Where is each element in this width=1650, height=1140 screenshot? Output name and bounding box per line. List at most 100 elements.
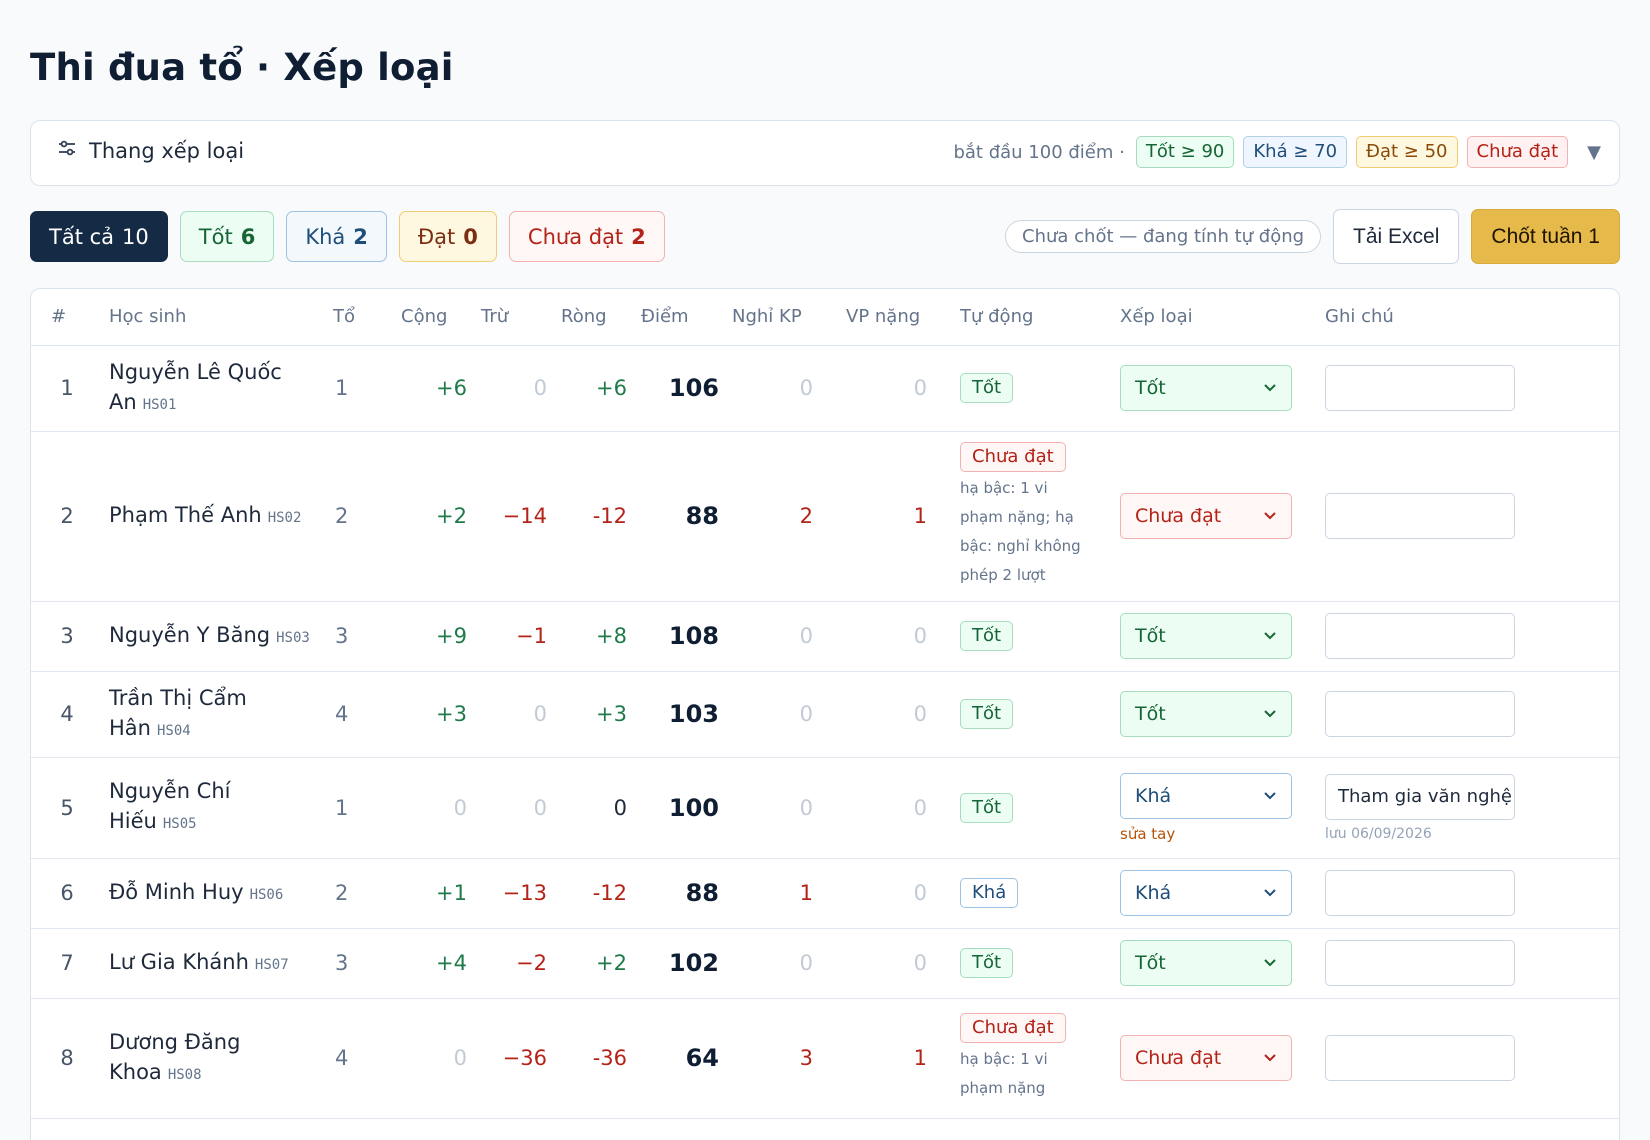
filter-all[interactable]: Tất cả 10 bbox=[30, 211, 168, 262]
grade-cell: Khá sửa tay bbox=[1107, 757, 1322, 859]
minus-cell: 0 bbox=[473, 757, 553, 859]
plus-cell: +2 bbox=[393, 431, 473, 602]
filter-label: Đạt bbox=[417, 224, 456, 249]
auto-grade-cell: Tốt bbox=[947, 671, 1107, 758]
grade-select[interactable]: Tốt bbox=[1120, 365, 1292, 411]
grade-select[interactable]: Tốt bbox=[1120, 613, 1292, 659]
grade-select[interactable]: Tốt bbox=[1120, 691, 1292, 737]
student-name: Trần Thị Cẩm Hân HS04 bbox=[109, 683, 333, 746]
table-row[interactable]: 3 Nguyễn Y Băng HS03 3 +9 −1 +8 108 0 0 Tốt Tốt bbox=[31, 601, 1619, 672]
plus-cell: 0 bbox=[393, 998, 473, 1119]
col-header-student[interactable]: Học sinh bbox=[103, 289, 333, 346]
table-row[interactable]: 8 Dương Đăng Khoa HS08 4 0 −36 -36 64 3 1 Chưa đạt h… bbox=[31, 998, 1619, 1119]
grade-select-value: Chưa đạt bbox=[1135, 505, 1222, 527]
col-header-absent[interactable]: Nghỉ KP bbox=[725, 289, 833, 346]
team-cell: 3 bbox=[333, 928, 393, 999]
net-cell: +6 bbox=[553, 345, 633, 432]
table-row[interactable]: 6 Đỗ Minh Huy HS06 2 +1 −13 -12 88 1 0 Khá Khá bbox=[31, 858, 1619, 929]
note-input[interactable] bbox=[1325, 493, 1515, 539]
table-row[interactable]: 4 Trần Thị Cẩm Hân HS04 4 +3 0 +3 103 0 0 Tốt Tốt bbox=[31, 671, 1619, 758]
filter-good[interactable]: Tốt 6 bbox=[179, 211, 275, 262]
absent-cell: 2 bbox=[725, 431, 833, 602]
note-input[interactable] bbox=[1325, 613, 1515, 659]
absent-cell: 1 bbox=[725, 858, 833, 929]
student-cell: Lư Gia Khánh HS07 bbox=[103, 928, 333, 999]
student-cell: Dương Đăng Khoa HS08 bbox=[103, 998, 333, 1119]
severe-cell: 1 bbox=[833, 998, 947, 1119]
note-input[interactable] bbox=[1325, 940, 1515, 986]
grade-select[interactable]: Chưa đạt bbox=[1120, 1035, 1292, 1081]
plus-cell: +3 bbox=[393, 671, 473, 758]
net-cell: -12 bbox=[553, 431, 633, 602]
minus-cell: −36 bbox=[473, 998, 553, 1119]
grade-select-value: Tốt bbox=[1135, 377, 1166, 399]
student-name: Nguyễn Y Băng HS03 bbox=[109, 620, 333, 653]
note-cell bbox=[1322, 601, 1619, 672]
threshold-chip-fail: Chưa đạt bbox=[1466, 136, 1569, 168]
severe-cell: 0 bbox=[833, 671, 947, 758]
severe-cell: 0 bbox=[833, 858, 947, 929]
auto-grade-badge: Tốt bbox=[960, 621, 1014, 651]
filter-label: Tất cả bbox=[49, 224, 115, 249]
auto-grade-cell: Tốt bbox=[947, 601, 1107, 672]
student-code: HS08 bbox=[167, 1066, 202, 1083]
filter-fail[interactable]: Chưa đạt 2 bbox=[508, 211, 665, 262]
grading-scale-panel[interactable]: Thang xếp loại bắt đầu 100 điểm · Tốt ≥ … bbox=[30, 120, 1620, 186]
score-cell: 108 bbox=[633, 601, 725, 672]
table-row[interactable]: 5 Nguyễn Chí Hiếu HS05 1 0 0 0 100 0 0 Tốt Khá sửa ta… bbox=[31, 757, 1619, 859]
grade-select[interactable]: Khá bbox=[1120, 870, 1292, 916]
grade-select[interactable]: Khá bbox=[1120, 772, 1292, 819]
filter-pass[interactable]: Đạt 0 bbox=[398, 211, 497, 262]
absent-cell: 0 bbox=[725, 345, 833, 432]
grade-filter-tabs: Tất cả 10 Tốt 6 Khá 2 Đạt 0 Chưa đạt 2 bbox=[30, 211, 665, 262]
row-index: 5 bbox=[31, 757, 103, 859]
student-name-line2: Khoa bbox=[109, 1059, 162, 1084]
grade-cell: Tốt bbox=[1107, 671, 1322, 758]
table-row[interactable]: 2 Phạm Thế Anh HS02 2 +2 −14 -12 88 2 1 Chưa đạt hạ… bbox=[31, 431, 1619, 602]
team-cell: 4 bbox=[333, 671, 393, 758]
minus-cell: −13 bbox=[473, 858, 553, 929]
toolbar-actions: Chưa chốt — đang tính tự động Tải Excel … bbox=[1005, 209, 1620, 264]
row-index: 3 bbox=[31, 601, 103, 672]
caret-down-icon[interactable]: ▼ bbox=[1587, 141, 1601, 163]
auto-grade-cell: Tốt bbox=[947, 928, 1107, 999]
score-cell: 103 bbox=[633, 671, 725, 758]
col-header-net[interactable]: Ròng bbox=[553, 289, 633, 346]
col-header-team[interactable]: Tổ bbox=[333, 289, 393, 346]
download-excel-button[interactable]: Tải Excel bbox=[1333, 209, 1460, 264]
auto-grade-badge: Tốt bbox=[960, 373, 1014, 403]
grade-select[interactable]: Tốt bbox=[1120, 940, 1292, 986]
table-row[interactable]: 7 Lư Gia Khánh HS07 3 +4 −2 +2 102 0 0 Tốt Tốt bbox=[31, 928, 1619, 999]
col-header-score[interactable]: Điểm bbox=[633, 289, 725, 346]
grading-scale-header[interactable]: Thang xếp loại bbox=[57, 138, 244, 163]
student-name: Đỗ Minh Huy HS06 bbox=[109, 877, 333, 910]
student-name-line1: Phạm Thế Anh bbox=[109, 502, 262, 527]
student-name-line1: Nguyễn Chí bbox=[109, 779, 231, 803]
close-week-button[interactable]: Chốt tuần 1 bbox=[1471, 209, 1620, 264]
grade-cell: Chưa đạt bbox=[1107, 431, 1322, 602]
auto-grade-badge: Chưa đạt bbox=[960, 1013, 1066, 1043]
grading-table: # Học sinh Tổ Cộng Trừ Ròng Điểm Nghỉ KP… bbox=[31, 289, 1619, 1119]
row-index: 1 bbox=[31, 345, 103, 432]
note-input[interactable] bbox=[1325, 1035, 1515, 1081]
col-header-minus[interactable]: Trừ bbox=[473, 289, 553, 346]
row-index: 2 bbox=[31, 431, 103, 602]
auto-grade-badge: Khá bbox=[960, 878, 1019, 908]
minus-cell: −1 bbox=[473, 601, 553, 672]
col-header-severe[interactable]: VP nặng bbox=[833, 289, 947, 346]
grade-select[interactable]: Chưa đạt bbox=[1120, 493, 1292, 539]
grade-select-value: Tốt bbox=[1135, 625, 1166, 647]
table-row[interactable]: 1 Nguyễn Lê Quốc An HS01 1 +6 0 +6 106 0 0 Tốt Tốt bbox=[31, 345, 1619, 432]
col-header-plus[interactable]: Cộng bbox=[393, 289, 473, 346]
filter-fair[interactable]: Khá 2 bbox=[286, 211, 387, 262]
student-name-line2: Hân bbox=[109, 715, 151, 740]
note-input[interactable]: Tham gia văn nghệ bbox=[1325, 773, 1515, 820]
note-input[interactable] bbox=[1325, 691, 1515, 737]
student-code: HS07 bbox=[254, 956, 289, 973]
note-input[interactable] bbox=[1325, 365, 1515, 411]
filter-label: Chưa đạt bbox=[527, 224, 624, 249]
score-cell: 88 bbox=[633, 431, 725, 602]
student-name: Nguyễn Lê Quốc An HS01 bbox=[109, 357, 333, 420]
note-input[interactable] bbox=[1325, 870, 1515, 916]
